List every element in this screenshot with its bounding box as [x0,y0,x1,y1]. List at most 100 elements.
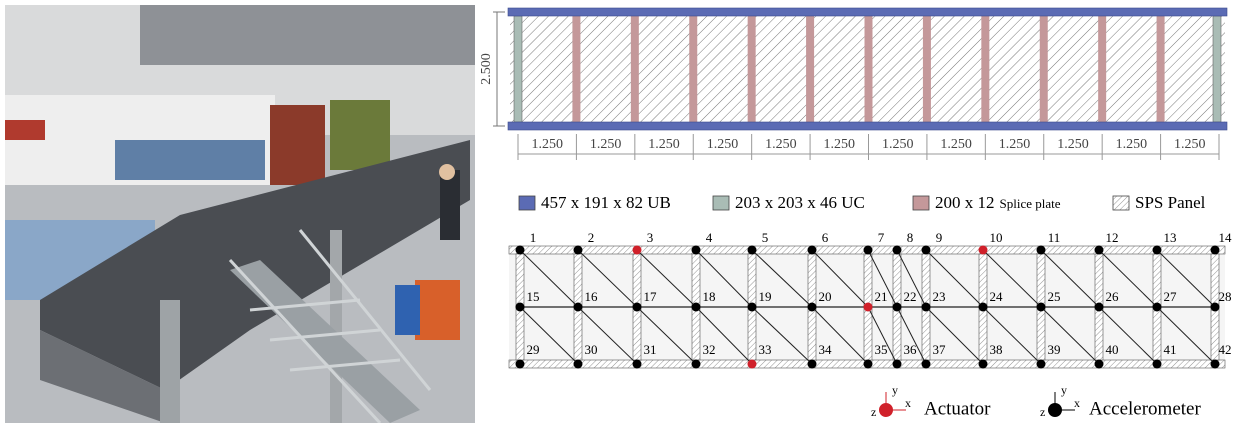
node-label: 35 [875,342,888,357]
node-label: 25 [1048,289,1061,304]
node-label: 23 [933,289,946,304]
node-label: 15 [527,289,540,304]
node-label: 9 [936,230,943,245]
node [748,360,757,369]
width-label: 1.250 [707,137,739,152]
splice-plate [572,16,580,122]
width-label: 1.250 [765,137,797,152]
width-label: 1.250 [824,137,856,152]
node [893,360,902,369]
node-label: 18 [703,289,716,304]
legend-label: SPS Panel [1135,193,1206,212]
node [633,303,642,312]
node-label: 38 [990,342,1003,357]
node [1037,246,1046,255]
width-label: 1.250 [999,137,1031,152]
node [748,303,757,312]
splice-plate [1157,16,1165,122]
splice-plate [981,16,989,122]
node [979,303,988,312]
node [864,303,873,312]
bottom-beam [508,122,1227,130]
splice-plate [865,16,873,122]
accelerometer-label: Accelerometer [1089,398,1201,419]
node [808,303,817,312]
node [922,303,931,312]
node [1211,246,1220,255]
width-label: 1.250 [1116,137,1148,152]
node-label: 12 [1106,230,1119,245]
node [1153,360,1162,369]
width-label: 1.250 [882,137,914,152]
node-label: 22 [904,289,917,304]
node-label: 2 [588,230,595,245]
node-label: 17 [644,289,658,304]
node-label: 32 [703,342,716,357]
node-label: 26 [1106,289,1120,304]
axis-label: x [905,396,911,410]
splice-plate [748,16,756,122]
node-label: 7 [878,230,885,245]
node-label: 19 [759,289,772,304]
splice-plate [631,16,639,122]
legend-swatch [713,196,729,210]
node [748,246,757,255]
node-label: 1 [530,230,537,245]
node [922,246,931,255]
node-label: 33 [759,342,772,357]
splice-plate [806,16,814,122]
node-label: 11 [1048,230,1061,245]
node [633,246,642,255]
node [1211,360,1220,369]
node-label: 29 [527,342,540,357]
node [574,360,583,369]
node-label: 21 [875,289,888,304]
node [692,303,701,312]
node [516,303,525,312]
node-label: 34 [819,342,833,357]
legend-sublabel: Splice plate [1000,196,1061,211]
node-label: 27 [1164,289,1178,304]
node [516,246,525,255]
splice-plate [1040,16,1048,122]
node [574,303,583,312]
node-label: 10 [990,230,1003,245]
node [979,360,988,369]
node [893,303,902,312]
width-label: 1.250 [1057,137,1089,152]
node [808,360,817,369]
splice-plate [689,16,697,122]
end-column [1213,16,1221,122]
node [692,246,701,255]
node [1153,246,1162,255]
node-label: 37 [933,342,947,357]
axis-label: y [1061,383,1067,397]
width-label: 1.250 [590,137,622,152]
node-label: 39 [1048,342,1061,357]
node-label: 4 [706,230,713,245]
width-label: 1.250 [1174,137,1206,152]
node-label: 16 [585,289,599,304]
legend-swatch [913,196,929,210]
node-label: 28 [1219,289,1232,304]
top-beam [508,8,1227,16]
node [692,360,701,369]
node [1095,303,1104,312]
node [1153,303,1162,312]
node [864,360,873,369]
node-label: 42 [1219,342,1232,357]
node [1037,360,1046,369]
node [922,360,931,369]
node-label: 31 [644,342,657,357]
node [808,246,817,255]
node-label: 41 [1164,342,1177,357]
axis-label: z [871,405,876,419]
node-label: 3 [647,230,654,245]
axis-label: x [1074,396,1080,410]
node-label: 36 [904,342,918,357]
width-dimensions: 1.250 1.250 1.250 1.250 1.250 1.250 1.250 1.250… [518,134,1219,160]
node [893,246,902,255]
height-dimension-line [493,12,505,126]
